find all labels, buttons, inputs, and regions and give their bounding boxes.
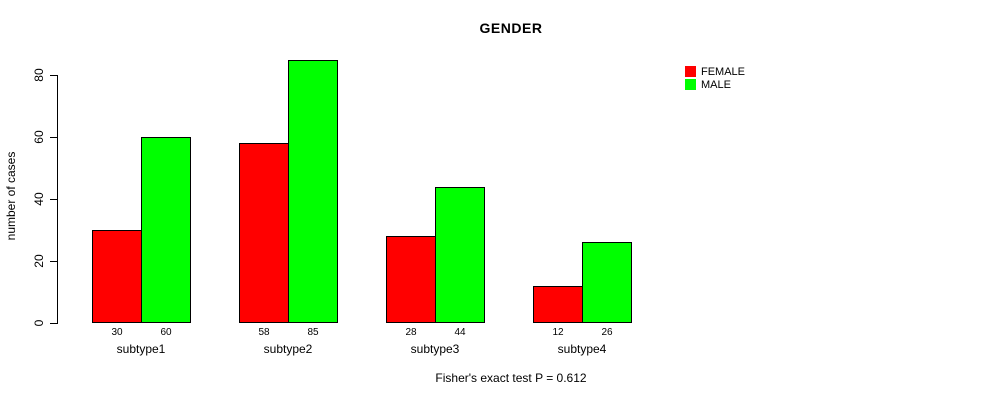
bar-female-subtype2 xyxy=(239,143,289,323)
bar-value-label: 26 xyxy=(601,327,613,338)
legend-label: FEMALE xyxy=(701,66,746,78)
y-axis-tick xyxy=(50,260,58,262)
y-axis-tick xyxy=(50,322,58,324)
bar-value-label: 60 xyxy=(160,327,172,338)
bar-male-subtype2 xyxy=(288,59,338,323)
bar-value-label: 28 xyxy=(405,327,417,338)
y-axis-tick-label: 40 xyxy=(32,192,46,206)
legend-label: MALE xyxy=(701,78,731,91)
bar-value-label: 85 xyxy=(307,327,319,338)
bar-value-label: 58 xyxy=(258,327,270,338)
bar-female-subtype4 xyxy=(533,285,583,323)
legend-swatch-male xyxy=(685,78,696,90)
bar-male-subtype4 xyxy=(582,242,632,323)
chart-title: GENDER xyxy=(479,20,543,36)
category-label-subtype4: subtype4 xyxy=(557,342,607,356)
y-axis-tick-label: 20 xyxy=(32,254,46,268)
y-axis-tick xyxy=(50,198,58,200)
y-axis-tick-label: 80 xyxy=(32,68,46,82)
bar-value-label: 12 xyxy=(552,327,564,338)
bar-female-subtype1 xyxy=(92,230,142,323)
category-label-subtype1: subtype1 xyxy=(116,342,166,356)
y-axis-tick xyxy=(50,136,58,138)
y-axis-line xyxy=(57,75,58,324)
category-label-subtype3: subtype3 xyxy=(410,342,460,356)
bar-value-label: 44 xyxy=(454,327,466,338)
annotation-text: Fisher's exact test P = 0.612 xyxy=(435,371,587,385)
bar-male-subtype1 xyxy=(141,137,191,323)
category-label-subtype2: subtype2 xyxy=(263,342,313,356)
bar-female-subtype3 xyxy=(386,236,436,323)
y-axis-tick-label: 60 xyxy=(32,130,46,144)
legend-swatch-female xyxy=(685,66,696,77)
bar-male-subtype3 xyxy=(435,186,485,323)
bar-value-label: 30 xyxy=(111,327,123,338)
y-axis-tick xyxy=(50,74,58,76)
y-axis-label: number of cases xyxy=(4,151,18,241)
y-axis-tick-label: 0 xyxy=(32,319,46,327)
